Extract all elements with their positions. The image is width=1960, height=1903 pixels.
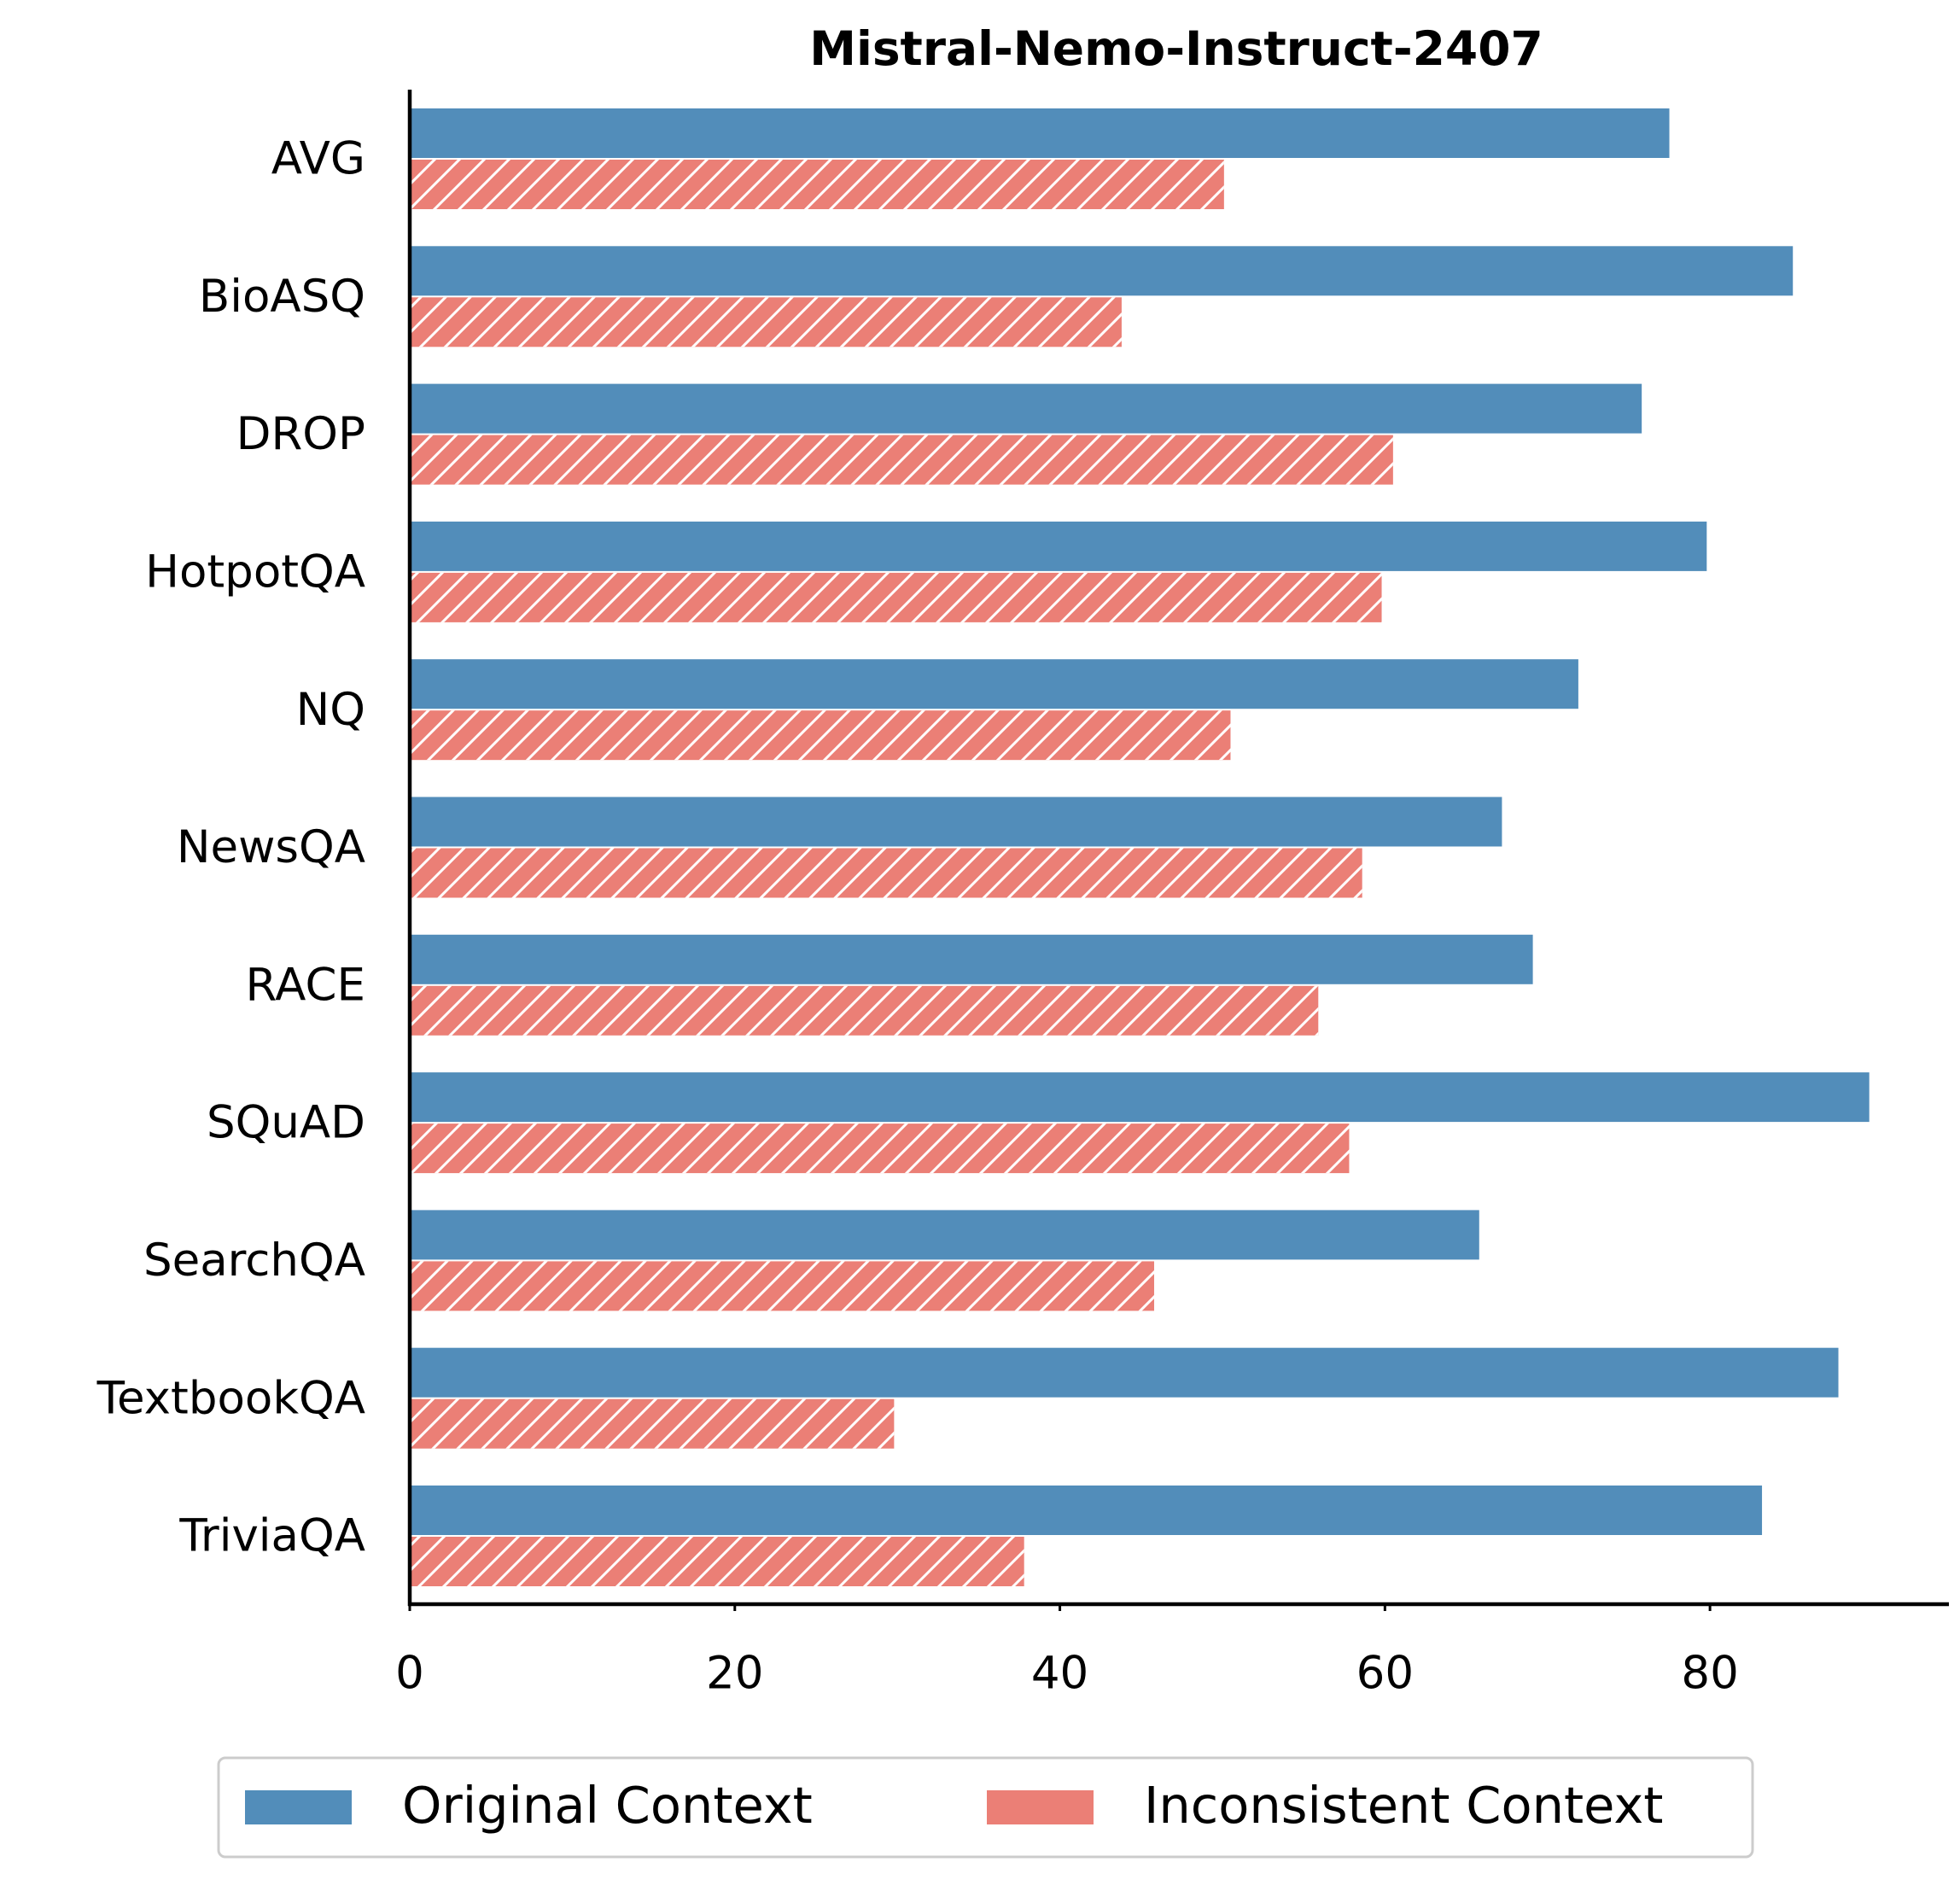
bar-hatch xyxy=(410,435,1393,485)
y-tick-label: SQuAD xyxy=(207,1097,365,1149)
legend xyxy=(217,1756,1754,1859)
bar-hatch xyxy=(410,1124,1350,1174)
legend-swatch xyxy=(245,1790,352,1824)
bar-hatch xyxy=(410,1398,895,1449)
bar xyxy=(410,521,1707,571)
y-tick-label: DROP xyxy=(236,408,365,460)
y-tick-label: TextbookQA xyxy=(96,1372,365,1424)
x-tick-label: 0 xyxy=(395,1648,424,1700)
bar xyxy=(410,1486,1763,1535)
bar-hatch xyxy=(410,848,1362,898)
y-tick-label: SearchQA xyxy=(143,1235,365,1287)
bar-hatch xyxy=(410,1537,1024,1586)
bar-hatch xyxy=(410,1261,1154,1311)
bar xyxy=(410,383,1642,434)
y-tick-label: BioASQ xyxy=(199,271,365,323)
bar xyxy=(410,1210,1479,1260)
bar xyxy=(410,108,1670,158)
y-tick-label: NQ xyxy=(296,684,365,736)
x-tick-label: 20 xyxy=(706,1648,763,1700)
legend-label: Inconsistent Context xyxy=(1144,1776,1663,1835)
bar xyxy=(410,1347,1839,1398)
bar xyxy=(410,797,1502,847)
bar-hatch xyxy=(410,985,1319,1036)
x-tick-label: 80 xyxy=(1681,1648,1738,1700)
legend-swatch xyxy=(987,1790,1094,1824)
bar xyxy=(410,934,1533,984)
bar xyxy=(410,246,1794,296)
y-tick-label: TriviaQA xyxy=(178,1510,365,1562)
y-tick-label: AVG xyxy=(271,133,365,185)
bar-hatch xyxy=(410,572,1382,622)
chart-title: Mistral-Nemo-Instruct-2407 xyxy=(809,21,1543,76)
y-tick-label: NewsQA xyxy=(177,821,365,873)
y-tick-label: HotpotQA xyxy=(145,546,365,598)
legend-label: Original Context xyxy=(402,1776,813,1835)
y-tick-label: RACE xyxy=(246,959,366,1011)
bar xyxy=(410,659,1578,709)
bar-hatch xyxy=(410,160,1224,209)
bar xyxy=(410,1072,1870,1123)
x-tick-label: 60 xyxy=(1356,1648,1414,1700)
bar-hatch xyxy=(410,710,1231,761)
bar-hatch xyxy=(410,297,1122,347)
x-tick-label: 40 xyxy=(1031,1648,1088,1700)
